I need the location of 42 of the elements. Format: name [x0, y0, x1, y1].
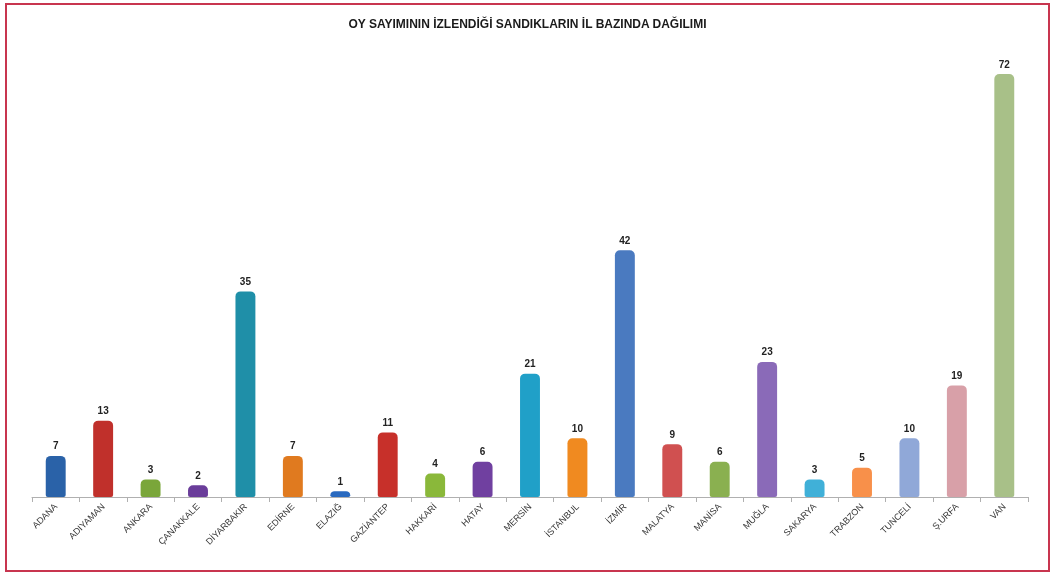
chart-title: OY SAYIMININ İZLENDİĞİ SANDIKLARIN İL BAZINDA DAĞILIMI — [348, 16, 707, 31]
bar — [852, 467, 872, 497]
bar — [93, 420, 114, 497]
bar — [662, 444, 683, 497]
bar — [45, 455, 66, 497]
bar — [899, 438, 920, 497]
data-label: 10 — [903, 422, 916, 434]
bar — [472, 461, 493, 497]
bar — [235, 291, 256, 497]
x-tick-label: VAN — [988, 501, 1008, 522]
data-label: 21 — [524, 358, 536, 370]
bar — [994, 74, 1015, 497]
data-label: 35 — [239, 275, 252, 287]
bar — [140, 479, 161, 497]
data-label: 6 — [716, 446, 723, 458]
data-label: 13 — [97, 405, 110, 417]
bar — [425, 473, 446, 497]
data-label: 7 — [290, 440, 297, 452]
data-label: 4 — [432, 458, 439, 469]
bar — [757, 361, 778, 497]
bar — [614, 250, 635, 497]
bar — [946, 385, 967, 497]
data-label: 3 — [811, 463, 818, 475]
data-label: 9 — [669, 428, 676, 440]
data-label: 6 — [479, 446, 486, 458]
data-label: 10 — [571, 422, 584, 434]
data-label: 5 — [859, 452, 866, 464]
data-label: 23 — [761, 346, 774, 358]
data-label: 42 — [619, 234, 631, 246]
data-label: 3 — [147, 463, 154, 475]
data-label: 19 — [951, 369, 963, 381]
bar — [377, 432, 398, 497]
bar — [567, 438, 588, 497]
data-label: 72 — [998, 58, 1011, 70]
bar — [520, 373, 540, 497]
bar — [709, 461, 730, 497]
data-label: 11 — [382, 416, 394, 428]
data-label: 1 — [337, 475, 344, 487]
data-label: 2 — [195, 469, 202, 481]
bar — [804, 479, 825, 497]
bar — [282, 455, 303, 497]
data-label: 7 — [52, 440, 59, 452]
